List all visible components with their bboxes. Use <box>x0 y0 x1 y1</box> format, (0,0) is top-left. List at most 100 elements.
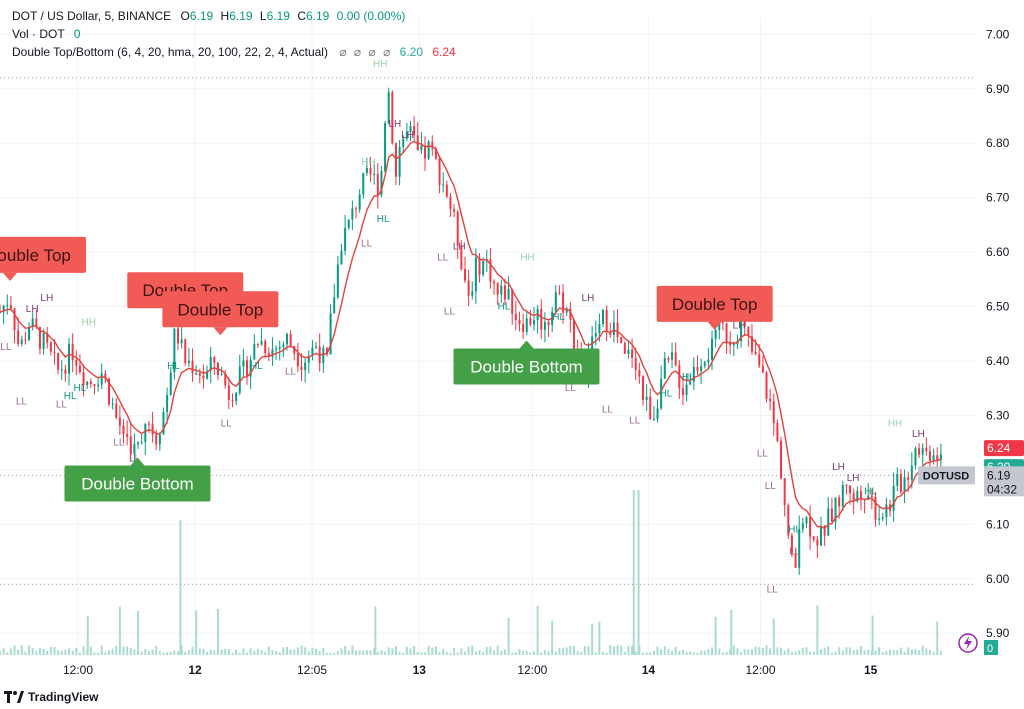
swing-label: LL <box>757 448 769 459</box>
volume-bar <box>376 652 379 655</box>
swing-label: HL <box>64 391 77 402</box>
volume-bar <box>765 645 768 655</box>
volume-bar <box>634 651 637 655</box>
candle-body <box>725 323 728 342</box>
volume-bar <box>761 647 764 655</box>
candle-body <box>46 333 49 343</box>
candle-body <box>242 360 245 367</box>
volume-bar <box>780 648 783 655</box>
swing-label: HL <box>864 486 877 497</box>
volume-title[interactable]: Vol · DOT <box>12 27 65 41</box>
candle-body <box>885 504 888 518</box>
badge-text: Double Bottom <box>470 357 582 376</box>
symbol-title[interactable]: DOT / US Dollar, 5, BINANCE <box>12 9 172 23</box>
candle-body <box>758 354 761 366</box>
symbol-tag: DOTUSD <box>923 470 970 482</box>
double-top-badge: Double Top <box>656 285 773 330</box>
volume-bar <box>616 645 619 655</box>
lightning-icon[interactable] <box>958 633 978 653</box>
badge-box <box>162 291 279 328</box>
ohlc-row: DOT / US Dollar, 5, BINANCE O6.19 H6.19 … <box>12 7 456 25</box>
volume-bar <box>202 648 205 655</box>
candle-body <box>64 369 67 374</box>
volume-bar <box>740 652 743 655</box>
candle-body <box>86 381 89 386</box>
tradingview-branding[interactable]: TradingView <box>4 690 98 704</box>
indicator-row: Double Top/Bottom (6, 4, 20, hma, 20, 10… <box>12 43 456 61</box>
candle-body <box>769 398 772 402</box>
swing-label: LH <box>40 293 53 304</box>
candle-body <box>122 425 125 434</box>
volume-bar <box>115 645 118 655</box>
swing-label: LH <box>582 293 595 304</box>
price-axis[interactable]: 7.006.906.806.706.606.506.406.306.206.10… <box>986 27 1010 640</box>
candle-body <box>878 518 881 520</box>
volume-bar <box>282 647 285 655</box>
volume-bar <box>140 651 143 655</box>
indicator-title[interactable]: Double Top/Bottom (6, 4, 20, hma, 20, 10… <box>12 45 328 59</box>
candle-body <box>652 418 655 420</box>
volume-bar <box>547 651 550 655</box>
candle-body <box>899 473 902 493</box>
volume-bar <box>758 647 761 655</box>
volume-bar <box>565 647 568 655</box>
volume-bar <box>180 645 183 655</box>
candle-body <box>453 208 456 212</box>
volume-bar <box>838 647 841 655</box>
candle-body <box>830 508 833 522</box>
price-tick-label: 6.10 <box>986 517 1010 531</box>
badge-pointer <box>707 321 722 330</box>
candle-body <box>206 370 209 379</box>
candle-body <box>634 357 637 371</box>
candle-body <box>227 385 230 401</box>
volume-bar <box>551 620 554 655</box>
volume-bar <box>89 646 92 655</box>
volume-bar <box>285 646 288 655</box>
volume-bars <box>0 490 942 655</box>
candle-body <box>365 168 368 173</box>
candle-body <box>2 305 5 313</box>
price-tick-label: 6.40 <box>986 354 1010 368</box>
badge-pointer <box>130 457 145 466</box>
candle-body <box>209 357 212 371</box>
time-axis[interactable]: 12:00 12 12:05 13 12:00 14 12:00 15 <box>63 663 878 677</box>
candle-body <box>311 347 314 356</box>
volume-value: 0 <box>73 27 81 41</box>
volume-bar <box>13 645 16 655</box>
volume-bar <box>729 649 732 655</box>
candle-body <box>75 359 78 366</box>
candle-body <box>747 326 750 337</box>
candle-body <box>910 465 913 480</box>
candle-body <box>754 351 757 355</box>
volume-bar <box>68 648 71 655</box>
badge-box <box>0 236 86 273</box>
hma-line <box>0 140 942 530</box>
candle-body <box>827 508 830 536</box>
candle-body <box>467 280 470 296</box>
volume-bar <box>725 651 728 655</box>
candle-body <box>471 291 474 296</box>
volume-bar <box>703 650 706 655</box>
price-tick-label: 6.60 <box>986 245 1010 259</box>
volume-bar <box>227 649 230 655</box>
candle-body <box>376 173 379 196</box>
volume-bar <box>939 650 942 655</box>
candle-body <box>474 257 477 292</box>
open-label: O <box>180 9 190 23</box>
candle-body <box>224 374 227 386</box>
double-top-badge: Double Top <box>162 291 279 336</box>
volume-bar <box>801 647 804 655</box>
swing-label: HL <box>250 361 263 372</box>
candle-body <box>362 172 365 195</box>
volume-value-label: 0 <box>987 643 993 655</box>
hma-path <box>0 140 942 530</box>
badge-box <box>64 465 211 502</box>
candle-body <box>20 339 23 345</box>
candle-body <box>28 327 31 341</box>
volume-bar <box>514 652 517 655</box>
volume-bar <box>605 652 608 655</box>
swing-label: HL <box>788 525 801 536</box>
candle-body <box>721 322 724 324</box>
